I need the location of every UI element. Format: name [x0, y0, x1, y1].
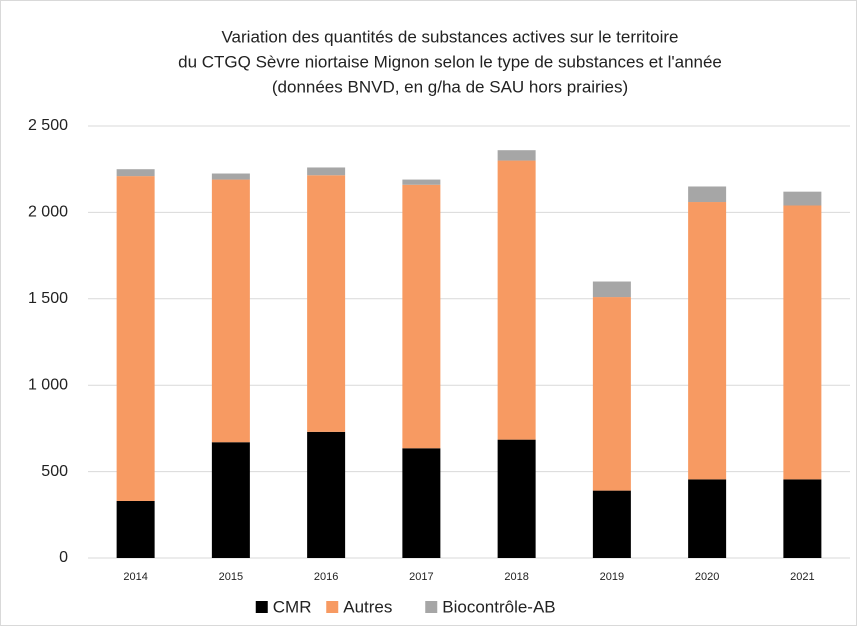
bar-segment — [211, 173, 250, 180]
x-tick-label: 2020 — [695, 571, 719, 583]
bar-segment — [307, 175, 346, 432]
bar-segment — [592, 490, 631, 558]
legend-label: Autres — [343, 597, 392, 616]
chart-title: du CTGQ Sèvre niortaise Mignon selon le … — [178, 52, 722, 71]
x-tick-label: 2016 — [314, 571, 338, 583]
bar-segment — [783, 191, 822, 206]
bar-segment — [116, 176, 155, 501]
y-tick-label: 500 — [41, 463, 68, 480]
bar-segment — [497, 160, 536, 440]
x-tick-label: 2017 — [409, 571, 433, 583]
y-tick-label: 0 — [59, 549, 68, 566]
bar-segment — [592, 297, 631, 491]
bar-segment — [783, 205, 822, 480]
bar-segment — [307, 167, 346, 176]
legend-swatch — [326, 601, 339, 613]
bar-segment — [783, 479, 822, 558]
bar-segment — [402, 184, 441, 449]
bar-segment — [497, 150, 536, 161]
y-tick-label: 1 000 — [28, 376, 68, 393]
x-tick-label: 2014 — [123, 571, 147, 583]
bar-segment — [211, 179, 250, 443]
x-tick-label: 2021 — [790, 571, 814, 583]
bar-segment — [688, 202, 727, 480]
y-tick-label: 1 500 — [28, 290, 68, 307]
x-tick-label: 2019 — [600, 571, 624, 583]
legend-swatch — [425, 601, 438, 613]
bar-segment — [688, 479, 727, 558]
legend-label: CMR — [273, 597, 312, 616]
bar-segment — [116, 169, 155, 177]
chart-title: Variation des quantités de substances ac… — [221, 27, 678, 46]
bar-segment — [592, 281, 631, 298]
y-tick-label: 2 000 — [28, 204, 68, 221]
bar-segment — [402, 179, 441, 185]
legend-swatch — [255, 601, 268, 613]
bar-segment — [116, 500, 155, 558]
y-tick-label: 2 500 — [28, 117, 68, 134]
bar-segment — [688, 186, 727, 203]
x-tick-label: 2015 — [219, 571, 243, 583]
bar-segment — [497, 439, 536, 558]
chart-title: (données BNVD, en g/ha de SAU hors prair… — [272, 77, 628, 96]
bar-segment — [307, 431, 346, 558]
legend-label: Biocontrôle-AB — [442, 597, 555, 616]
x-tick-label: 2018 — [504, 571, 528, 583]
bar-segment — [211, 442, 250, 558]
bar-segment — [402, 448, 441, 558]
